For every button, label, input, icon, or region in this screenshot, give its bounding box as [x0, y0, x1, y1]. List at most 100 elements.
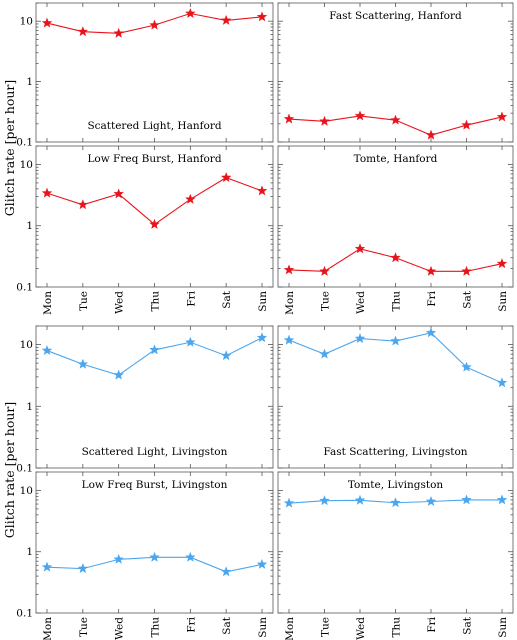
data-point-star [461, 265, 472, 276]
x-tick-label: Fri [185, 290, 197, 306]
data-point-star [390, 335, 401, 346]
data-point-star [425, 129, 437, 140]
data-point-star [220, 172, 232, 183]
data-point-star [283, 334, 295, 345]
data-point-star [256, 332, 268, 343]
y-tick-label: 0.1 [16, 282, 33, 294]
data-point-star [41, 187, 53, 198]
data-point-star [354, 243, 366, 254]
data-point-star [149, 551, 160, 562]
x-tick-label: Wed [114, 617, 126, 640]
data-point-star [256, 11, 268, 22]
data-point-star [319, 348, 330, 359]
data-point-star [77, 563, 89, 574]
data-point-star [113, 553, 124, 564]
panel-frame [35, 145, 274, 288]
x-tick-label: Tue [78, 291, 90, 311]
y-tick-label: 10 [20, 485, 33, 497]
data-point-star [185, 7, 196, 19]
x-tick-label: Tue [320, 617, 332, 637]
y-tick-label: 1 [26, 76, 33, 88]
data-point-star [256, 185, 268, 196]
y-tick-label: 1 [26, 220, 33, 232]
data-point-star [319, 495, 330, 506]
panel-title: Scattered Light, Hanford [87, 120, 221, 132]
x-tick-label: Tue [320, 291, 332, 311]
x-tick-label: Tue [78, 617, 90, 637]
data-point-star [461, 119, 472, 130]
x-tick-label: Wed [355, 617, 367, 640]
panel-title: Fast Scattering, Livingston [323, 446, 467, 458]
x-tick-label: Sat [221, 290, 233, 308]
panel-title: Scattered Light, Livingston [82, 446, 228, 458]
y-tick-label: 1 [26, 401, 33, 413]
data-point-star [425, 265, 437, 276]
data-point-star [319, 115, 330, 126]
data-point-star [425, 327, 437, 338]
data-point-star [41, 344, 53, 356]
x-tick-label: Thu [150, 291, 162, 312]
x-tick-label: Sun [497, 291, 509, 312]
x-tick-label: Sun [497, 617, 509, 638]
panel-title: Low Freq Burst, Hanford [87, 153, 221, 165]
data-point-star [354, 110, 366, 121]
panel-frame [277, 471, 514, 614]
data-point-star [185, 551, 196, 562]
x-tick-label: Fri [185, 616, 197, 632]
x-tick-label: Sun [257, 291, 269, 312]
data-point-star [496, 377, 508, 388]
data-point-star [77, 26, 89, 37]
data-point-star [283, 497, 295, 508]
data-point-star [113, 369, 124, 380]
x-tick-label: Fri [426, 616, 438, 632]
data-point-star [185, 336, 196, 347]
data-point-star [256, 558, 268, 569]
data-point-star [149, 218, 160, 229]
panel-title: Low Freq Burst, Livingston [82, 479, 228, 491]
data-point-star [77, 358, 89, 369]
x-tick-label: Sat [462, 290, 474, 308]
x-tick-label: Wed [355, 291, 367, 314]
x-tick-label: Mon [284, 291, 296, 315]
data-point-star [496, 258, 508, 269]
panel-title: Fast Scattering, Hanford [329, 10, 462, 22]
data-point-star [113, 27, 124, 38]
data-point-star [496, 111, 508, 122]
data-point-star [354, 494, 366, 505]
y-tick-label: 10 [20, 339, 33, 351]
x-tick-label: Sat [462, 616, 474, 634]
panel-title: Tomte, Hanford [354, 153, 438, 165]
data-point-star [390, 497, 401, 508]
data-point-star [283, 113, 295, 124]
data-point-star [41, 17, 53, 28]
x-tick-label: Fri [426, 290, 438, 306]
data-point-star [354, 333, 366, 344]
y-tick-label: 0.1 [16, 463, 33, 475]
data-point-star [390, 252, 401, 263]
x-tick-label: Thu [391, 617, 403, 638]
data-point-star [496, 494, 508, 505]
data-point-star [319, 265, 330, 276]
panel-frame [35, 471, 274, 614]
x-tick-label: Mon [284, 617, 296, 640]
data-point-star [283, 264, 295, 275]
data-point-star [461, 361, 472, 372]
x-tick-label: Wed [114, 291, 126, 314]
data-point-star [41, 561, 53, 572]
y-tick-label: 0.1 [16, 137, 33, 149]
panel-title: Tomte, Livingston [348, 479, 444, 491]
data-point-star [461, 494, 472, 505]
series-line [46, 176, 263, 226]
data-point-star [425, 495, 437, 507]
x-tick-label: Thu [150, 617, 162, 638]
x-tick-label: Mon [42, 291, 54, 315]
x-tick-label: Sun [257, 617, 269, 638]
x-tick-label: Thu [391, 291, 403, 312]
panel-frame [277, 145, 514, 288]
data-point-star [220, 14, 232, 25]
data-point-star [185, 193, 196, 204]
data-point-star [220, 566, 232, 577]
y-tick-label: 10 [20, 159, 33, 171]
x-tick-label: Mon [42, 617, 54, 640]
